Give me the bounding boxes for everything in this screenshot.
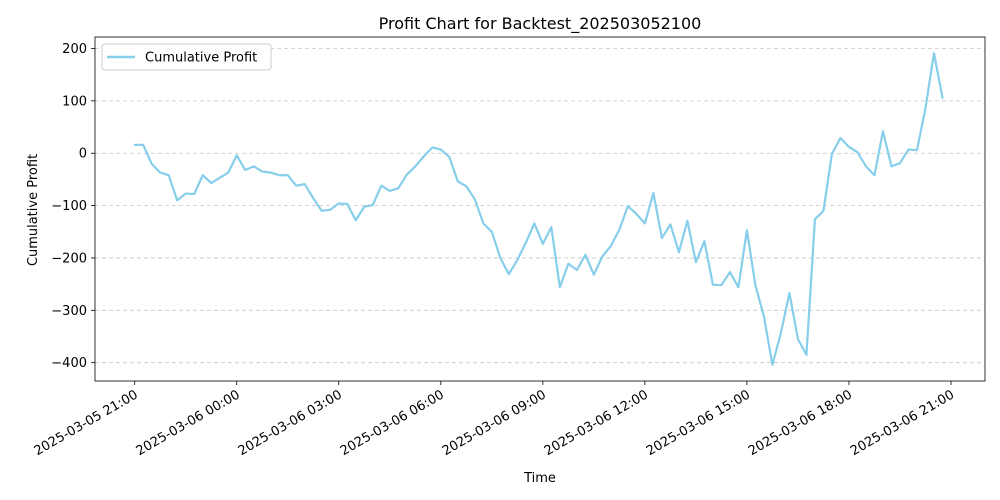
series-line-0 <box>133 52 944 366</box>
legend-box <box>101 43 272 71</box>
x-axis-label: Time <box>523 471 556 486</box>
legend: Cumulative Profit <box>101 43 272 71</box>
y-axis-label: Cumulative Profit <box>26 154 41 266</box>
y-tick-label: −300 <box>51 304 87 319</box>
y-tick-label: 100 <box>62 94 87 109</box>
plot-frame <box>94 36 986 382</box>
y-tick-label: −400 <box>51 356 87 371</box>
legend-label: Cumulative Profit <box>145 51 257 66</box>
series-layer <box>133 52 944 366</box>
y-axis-ticks: 200 100 0 −100 −200 −300 −400 <box>51 42 95 371</box>
y-tick-label: −200 <box>51 251 87 266</box>
y-tick-label: −100 <box>51 199 87 214</box>
y-tick-label: 0 <box>79 147 87 162</box>
y-tick-label: 200 <box>62 42 87 57</box>
chart-title: Profit Chart for Backtest_202503052100 <box>379 14 702 34</box>
